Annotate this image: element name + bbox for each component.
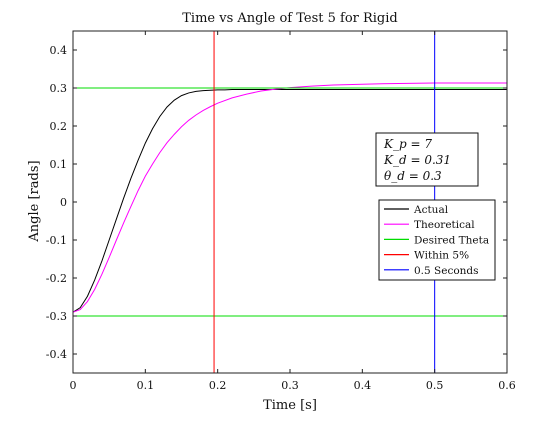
- axes: 0 0.1 0.2 0.3 0.4 0.5 0.6 -0.4 -0.3 -0.2 -0.1 0 0.1 0…: [46, 30, 516, 392]
- y-tick-label: 0.2: [50, 120, 68, 133]
- x-tick-label: 0.6: [498, 379, 516, 392]
- parameter-annotation-box: K_p = 7 K_d = 0.31 θ_d = 0.3: [375, 132, 479, 187]
- actual-series-line: [72, 89, 507, 313]
- legend-label: 0.5 Seconds: [414, 265, 479, 277]
- annotation-theta: θ_d = 0.3: [384, 169, 442, 183]
- x-tick-label: 0.4: [354, 379, 372, 392]
- annotation-kd: K_d = 0.31: [383, 153, 451, 167]
- legend-label: Theoretical: [414, 219, 475, 231]
- x-tick-label: 0.5: [426, 379, 444, 392]
- y-tick-label: -0.2: [46, 272, 67, 285]
- y-tick-label: 0.3: [50, 82, 68, 95]
- theoretical-series-line: [72, 82, 507, 313]
- y-tick-label: 0.4: [50, 44, 68, 57]
- legend: Actual Theoretical Desired Theta Within 5% 0…: [378, 199, 496, 281]
- legend-box: [378, 199, 496, 281]
- legend-label: Within 5%: [414, 250, 469, 262]
- legend-label: Desired Theta: [414, 234, 489, 246]
- y-tick-label: -0.3: [46, 310, 67, 323]
- x-tick-label: 0.1: [137, 379, 155, 392]
- legend-label: Actual: [413, 204, 449, 216]
- y-tick-label: 0: [60, 196, 67, 209]
- chart-title: Time vs Angle of Test 5 for Rigid: [182, 11, 397, 26]
- y-axis-title: Angle [rads]: [27, 160, 42, 242]
- x-tick-label: 0.3: [281, 379, 299, 392]
- y-tick-label: 0.1: [50, 158, 68, 171]
- y-tick-label: -0.4: [46, 348, 67, 361]
- x-tick-label: 0.2: [209, 379, 227, 392]
- x-axis-title: Time [s]: [263, 398, 317, 413]
- annotation-kp: K_p = 7: [383, 137, 432, 151]
- x-tick-label: 0: [70, 379, 77, 392]
- y-tick-label: -0.1: [46, 234, 67, 247]
